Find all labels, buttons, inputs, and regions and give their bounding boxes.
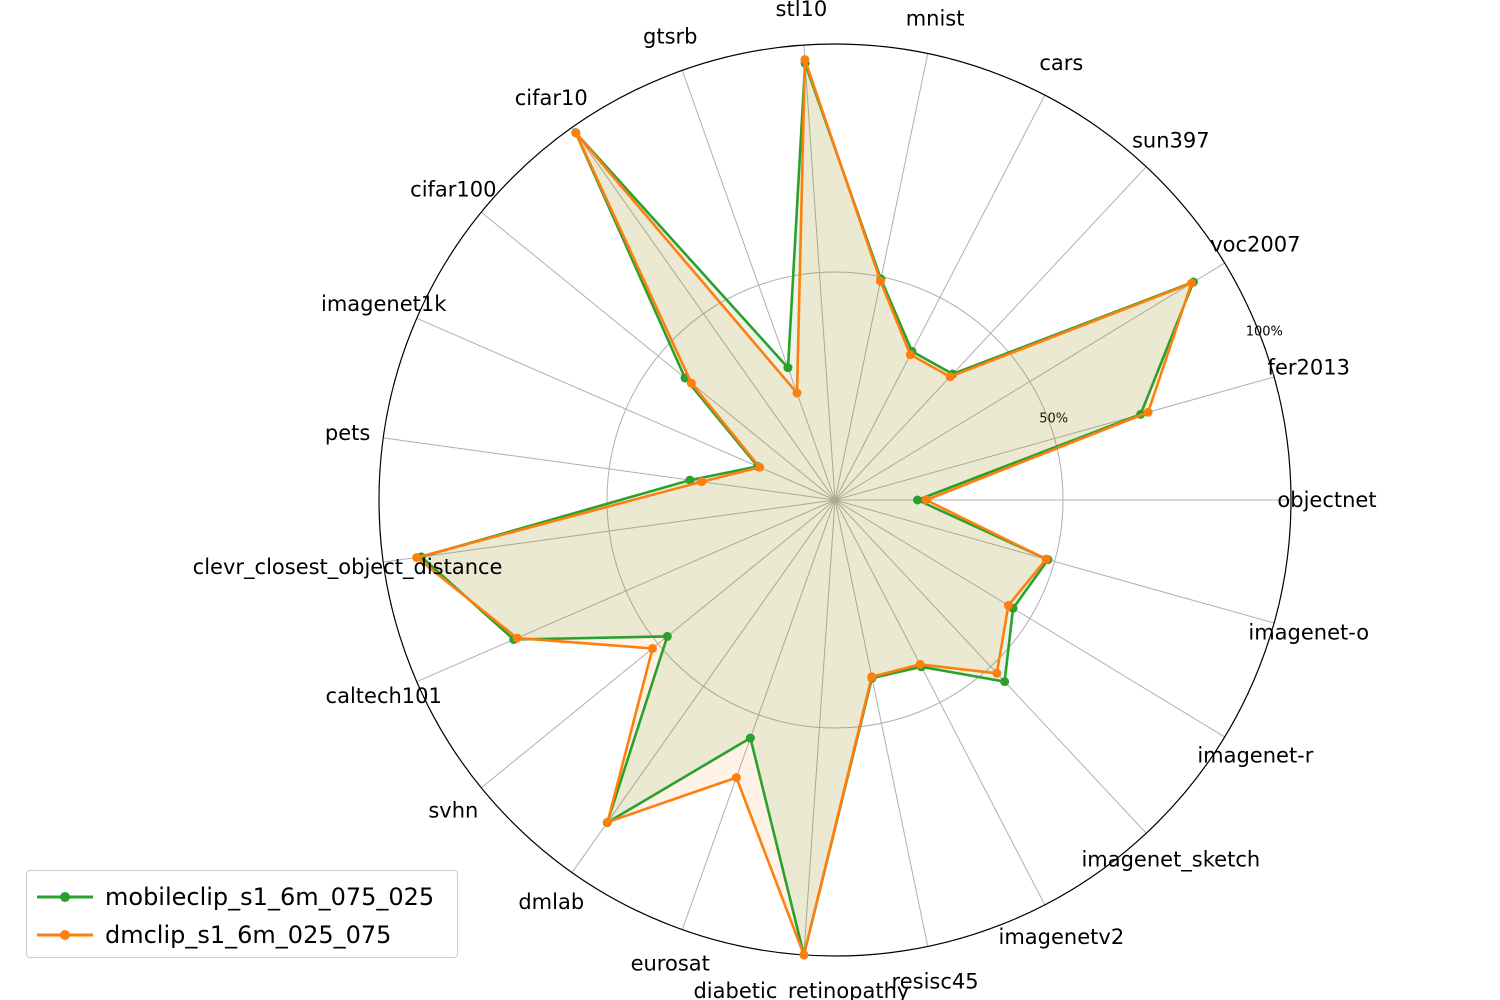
legend-entry: mobileclip_s1_6m_075_025 [35,879,434,915]
axis-label: gtsrb [643,24,697,48]
series-area [421,63,1194,955]
data-point [915,659,925,669]
series-area [416,59,1192,955]
data-point [945,372,955,382]
data-point [783,363,793,373]
legend-label: mobileclip_s1_6m_075_025 [105,883,435,911]
data-point [1041,554,1051,564]
data-point [571,128,581,138]
data-point [512,633,522,643]
axis-labels: objectnet fer2013 voc2007 sun397 cars mnist st… [193,0,1377,1000]
axis-label: fer2013 [1268,355,1350,379]
data-point [686,378,696,388]
data-point [1000,677,1010,687]
data-point [800,55,810,65]
axis-label: imagenet1k [321,292,447,316]
data-point [603,817,613,827]
axis-label: imagenetv2 [999,925,1125,949]
axis-label: sun397 [1132,128,1210,152]
axis-label: cifar10 [515,86,588,110]
data-point [875,276,885,286]
axis-label: cars [1039,51,1083,75]
radar-series [412,55,1198,960]
legend-marker [37,892,93,902]
radar-grid: 50% 100% [378,43,1292,957]
grid-ring [606,271,1064,729]
axis-label: cifar100 [410,178,496,202]
data-point [867,672,877,682]
axis-label: dmlab [518,890,584,914]
data-point [731,773,741,783]
axis-label: mnist [906,6,965,30]
data-point [921,495,931,505]
radial-tick-label: 50% [1039,412,1068,427]
data-point [992,668,1002,678]
data-point [647,643,657,653]
data-point [913,495,923,505]
axis-label: stl10 [776,0,828,21]
axis-label: imagenet_sketch [1081,848,1260,873]
legend-marker [37,930,93,940]
axis-label: pets [325,421,370,445]
data-point [412,552,422,562]
data-point [697,477,707,487]
series-line [419,61,1195,957]
axis-label: diabetic_retinopathy [693,979,909,1000]
axis-label: imagenet-r [1197,744,1313,768]
outer-frame [378,43,1292,957]
axis-label: voc2007 [1210,232,1300,256]
axis-label: caltech101 [326,684,442,708]
axis-label: svhn [428,798,478,822]
legend: mobileclip_s1_6m_075_025 dmclip_s1_6m_02… [26,870,458,958]
legend-entry: dmclip_s1_6m_025_075 [35,917,391,953]
data-point [685,475,695,485]
data-point [905,350,915,360]
data-point [1003,600,1013,610]
data-point [662,631,672,641]
data-point [792,388,802,398]
data-point [1143,407,1153,417]
data-point [745,733,755,743]
axis-label: clevr_closest_object_distance [193,555,503,580]
series-line [415,58,1193,957]
data-point [755,462,765,472]
data-point [799,950,809,960]
axis-label: resisc45 [892,970,979,994]
axis-label: eurosat [631,952,710,976]
axis-label: objectnet [1277,488,1376,512]
radial-tick-label: 100% [1246,324,1283,339]
legend-label: dmclip_s1_6m_025_075 [105,921,392,949]
axis-label: imagenet-o [1248,621,1369,645]
data-point [1186,278,1196,288]
